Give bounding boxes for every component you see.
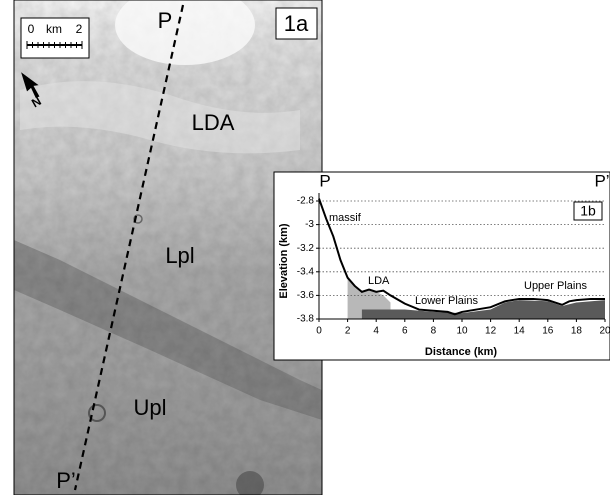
unit-label: LDA (192, 110, 235, 135)
y-tick-label: -3.8 (297, 314, 315, 325)
end-label: P’ (594, 171, 609, 190)
figure: 0 km 2 N 1a P P’ LDA Lpl Upl P P’ 1b Dis… (0, 0, 610, 495)
panel-label: 1a (284, 11, 309, 36)
x-tick-label: 16 (542, 326, 554, 337)
annotation: Upper Plains (524, 280, 587, 292)
y-tick-label: -3.4 (297, 266, 315, 277)
x-axis-label: Distance (km) (425, 346, 497, 358)
x-tick-label: 10 (456, 326, 468, 337)
scale-unit: km (46, 22, 62, 36)
chart-frame (274, 172, 610, 360)
profile-start: P (158, 8, 173, 33)
x-tick-label: 20 (599, 326, 610, 337)
x-tick-label: 18 (571, 326, 583, 337)
y-axis-label: Elevation (km) (278, 223, 290, 299)
x-tick-label: 0 (316, 326, 322, 337)
scale-end: 2 (76, 22, 83, 36)
start-label: P (319, 171, 330, 190)
x-tick-label: 8 (431, 326, 437, 337)
profile-chart: P P’ 1b Distance (km) Elevation (km) mas… (274, 171, 610, 360)
y-tick-label: -3.6 (297, 290, 315, 301)
scale-start: 0 (28, 22, 35, 36)
y-tick-label: -2.8 (297, 196, 315, 207)
x-tick-label: 4 (373, 326, 379, 337)
unit-label: Lpl (165, 243, 194, 268)
unit-label: Upl (133, 395, 166, 420)
annotation: Lower Plains (415, 295, 478, 307)
y-tick-label: -3 (305, 219, 314, 230)
x-tick-label: 2 (345, 326, 351, 337)
annotation: LDA (368, 275, 390, 287)
x-tick-label: 6 (402, 326, 408, 337)
x-tick-label: 12 (485, 326, 497, 337)
scale-bar: 0 km 2 (21, 18, 89, 58)
annotation: massif (329, 212, 362, 224)
y-tick-label: -3.2 (297, 243, 315, 254)
panel-label: 1b (580, 203, 596, 219)
x-tick-label: 14 (514, 326, 526, 337)
profile-end: P’ (56, 468, 76, 493)
